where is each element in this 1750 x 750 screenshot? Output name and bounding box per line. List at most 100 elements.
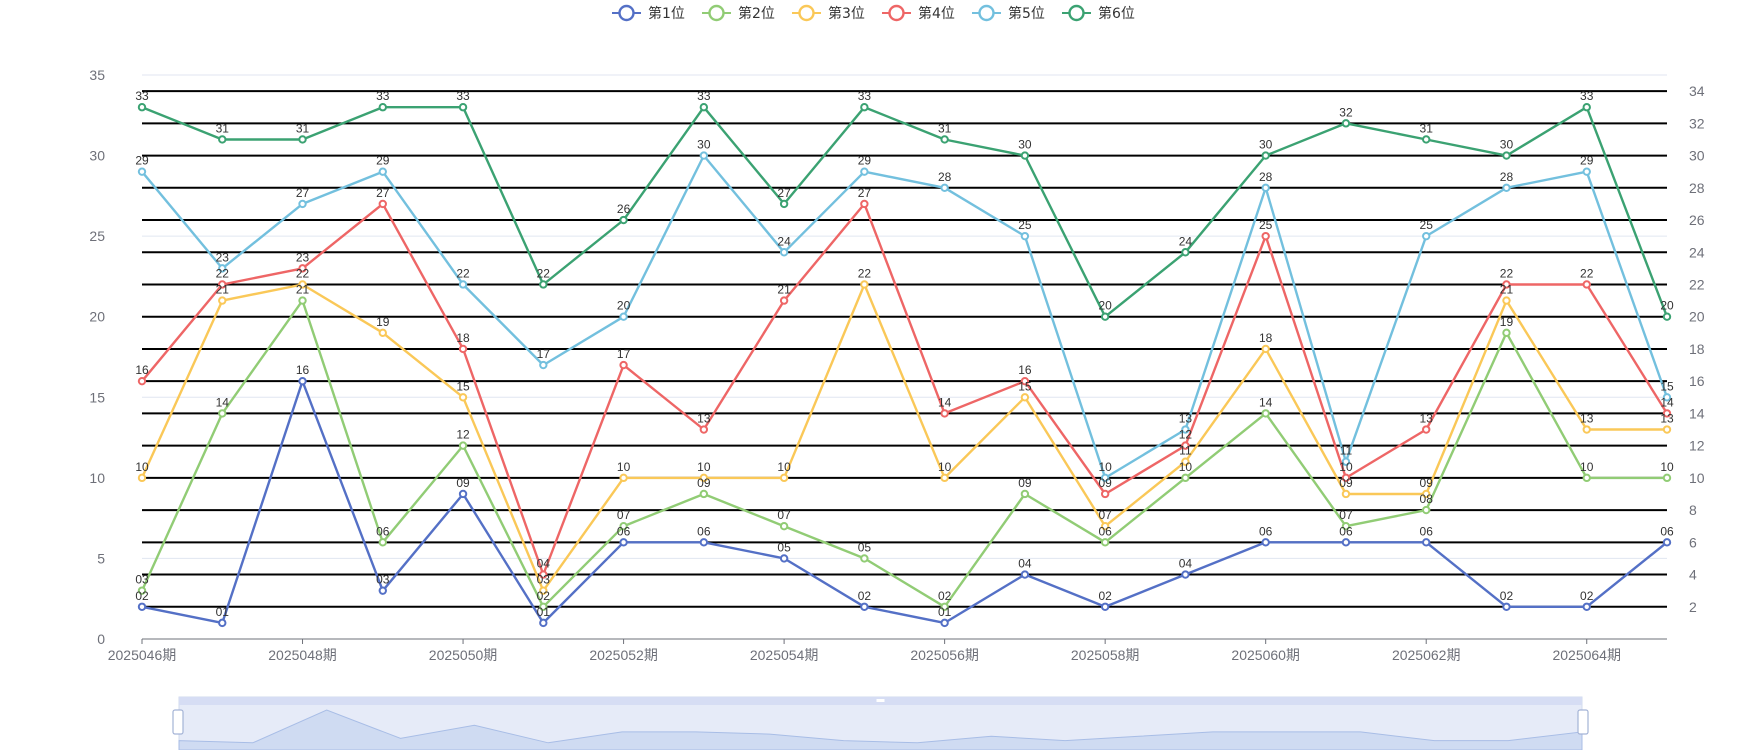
data-point[interactable] [1181, 441, 1190, 450]
data-point[interactable] [298, 135, 307, 144]
data-point[interactable] [940, 409, 949, 418]
data-point[interactable] [137, 376, 147, 386]
data-point[interactable] [619, 360, 628, 370]
data-point[interactable] [1181, 473, 1190, 483]
data-point[interactable] [779, 554, 789, 563]
data-point[interactable] [1502, 296, 1511, 305]
data-point[interactable] [1181, 425, 1190, 434]
data-point[interactable] [699, 473, 709, 483]
data-point[interactable] [1582, 280, 1591, 289]
data-point[interactable] [1341, 538, 1351, 547]
data-point[interactable] [1662, 473, 1672, 483]
data-point[interactable] [860, 554, 869, 563]
data-point[interactable] [860, 199, 869, 209]
data-point[interactable] [218, 280, 227, 289]
data-point[interactable] [137, 602, 147, 611]
data-point[interactable] [1662, 312, 1672, 321]
data-point[interactable] [218, 409, 227, 418]
data-point[interactable] [1181, 457, 1190, 466]
data-point[interactable] [378, 328, 387, 338]
data-point[interactable] [1422, 135, 1431, 144]
data-point[interactable] [1261, 151, 1270, 160]
data-point[interactable] [298, 376, 307, 386]
zoom-grip-icon[interactable] [876, 699, 885, 702]
data-point[interactable] [458, 280, 468, 289]
data-point[interactable] [539, 618, 548, 628]
data-point[interactable] [458, 489, 468, 499]
data-point[interactable] [539, 586, 548, 595]
data-point[interactable] [1341, 522, 1351, 531]
data-point[interactable] [539, 602, 548, 611]
data-point[interactable] [1422, 231, 1431, 241]
data-point[interactable] [779, 199, 789, 209]
data-point[interactable] [1261, 409, 1270, 418]
data-point[interactable] [137, 103, 147, 112]
data-point[interactable] [940, 602, 949, 611]
data-point[interactable] [458, 103, 468, 112]
data-point[interactable] [699, 425, 709, 434]
data-point[interactable] [1662, 409, 1672, 418]
data-point[interactable] [860, 103, 869, 112]
data-point[interactable] [539, 360, 548, 370]
data-point[interactable] [378, 586, 387, 595]
data-point[interactable] [1341, 473, 1351, 483]
data-point[interactable] [378, 199, 387, 209]
data-point[interactable] [619, 473, 628, 483]
data-point[interactable] [137, 586, 147, 595]
chart-legend[interactable]: 第1位 第2位 第3位 第4位 第5位 第6位 [612, 4, 1135, 22]
data-point[interactable] [940, 183, 949, 193]
data-point[interactable] [1020, 151, 1030, 160]
data-point[interactable] [1100, 602, 1110, 611]
data-point[interactable] [860, 602, 869, 611]
data-point[interactable] [699, 489, 709, 499]
data-point[interactable] [619, 312, 628, 321]
legend-item-3[interactable]: 第3位 [792, 4, 865, 22]
legend-item-1[interactable]: 第1位 [612, 4, 685, 22]
data-point[interactable] [1341, 119, 1351, 128]
data-point[interactable] [1100, 489, 1110, 499]
data-point[interactable] [218, 264, 227, 273]
data-point[interactable] [1502, 151, 1511, 160]
legend-item-4[interactable]: 第4位 [882, 4, 955, 22]
legend-item-2[interactable]: 第2位 [702, 4, 775, 22]
data-point[interactable] [1422, 425, 1431, 434]
data-point[interactable] [1582, 602, 1591, 611]
data-point[interactable] [940, 135, 949, 144]
data-point[interactable] [137, 167, 147, 176]
data-point[interactable] [860, 280, 869, 289]
legend-item-5[interactable]: 第5位 [972, 4, 1045, 22]
data-point[interactable] [860, 167, 869, 176]
data-point[interactable] [218, 135, 227, 144]
data-point[interactable] [1662, 393, 1672, 402]
data-point[interactable] [779, 296, 789, 305]
data-point[interactable] [1422, 489, 1431, 499]
data-point[interactable] [1100, 522, 1110, 531]
data-point[interactable] [699, 151, 709, 160]
zoom-handle-left[interactable] [172, 709, 184, 735]
data-point[interactable] [619, 538, 628, 547]
data-point[interactable] [378, 167, 387, 176]
data-point[interactable] [619, 522, 628, 531]
data-point[interactable] [1502, 328, 1511, 338]
data-point[interactable] [539, 570, 548, 579]
data-point[interactable] [1181, 570, 1190, 579]
data-point[interactable] [298, 264, 307, 273]
data-point[interactable] [1582, 167, 1591, 176]
data-point[interactable] [298, 280, 307, 289]
data-point[interactable] [458, 441, 468, 450]
data-point[interactable] [1020, 570, 1030, 579]
zoom-handle-right[interactable] [1577, 709, 1589, 735]
data-point[interactable] [699, 538, 709, 547]
data-point[interactable] [1261, 231, 1270, 241]
data-point[interactable] [378, 538, 387, 547]
legend-item-6[interactable]: 第6位 [1062, 4, 1135, 22]
data-point[interactable] [1100, 473, 1110, 483]
data-point[interactable] [1020, 376, 1030, 386]
data-point[interactable] [298, 199, 307, 209]
data-point[interactable] [298, 296, 307, 305]
data-point[interactable] [779, 248, 789, 257]
data-point[interactable] [1502, 280, 1511, 289]
data-point[interactable] [1261, 538, 1270, 547]
data-point[interactable] [1020, 393, 1030, 402]
data-point[interactable] [1341, 457, 1351, 466]
